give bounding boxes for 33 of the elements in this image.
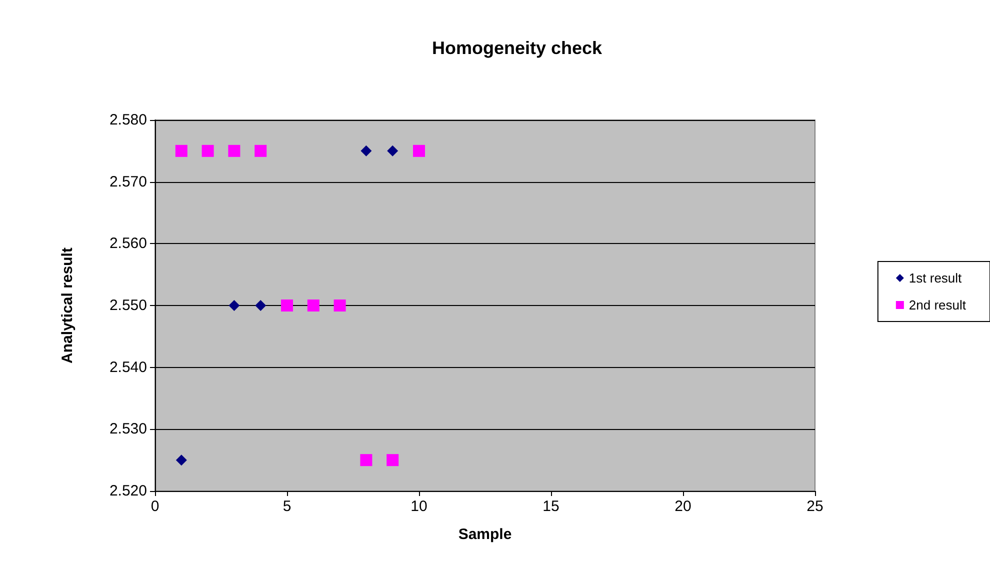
point	[202, 144, 214, 157]
x-tick-label: 20	[674, 498, 692, 515]
point	[360, 145, 372, 156]
x-tick-label: 25	[806, 498, 824, 515]
y-axis-title: Analytical result	[59, 248, 76, 364]
x-axis-title: Sample	[458, 526, 512, 543]
x-tick-label: 15	[542, 498, 560, 515]
point	[281, 300, 293, 312]
y-tick-label: 2.560	[109, 235, 147, 252]
chart-title: Homogeneity check	[432, 38, 604, 58]
point	[175, 144, 188, 157]
point	[334, 300, 346, 312]
y-tick-label: 2.540	[109, 358, 147, 376]
point	[228, 300, 240, 311]
y-tick-label: 2.550	[109, 297, 147, 314]
point	[176, 454, 187, 466]
y-tick-label: 2.520	[109, 482, 147, 500]
point	[254, 144, 267, 157]
x-tick-label: 10	[410, 498, 428, 515]
point	[307, 300, 320, 312]
point	[255, 300, 266, 311]
y-tick-label: 2.580	[109, 112, 147, 128]
x-tick-label: 0	[150, 498, 160, 515]
point	[386, 454, 399, 466]
x-tick-label: 5	[282, 498, 292, 515]
y-tick-label: 2.570	[109, 173, 147, 190]
y-tick-label: 2.530	[109, 420, 147, 438]
point	[387, 145, 398, 156]
point	[360, 454, 372, 466]
point	[413, 144, 425, 157]
legend-label: 1st result	[908, 270, 962, 286]
legend-label: 2nd result	[908, 298, 966, 312]
point	[228, 144, 240, 157]
